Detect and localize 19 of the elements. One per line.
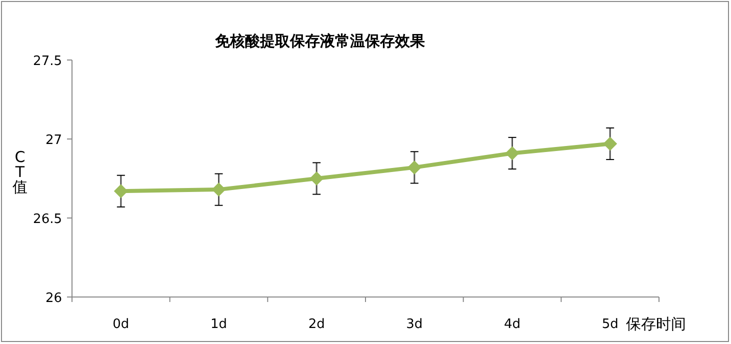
y-tick-label: 27 — [45, 133, 62, 148]
x-tick-label: 1d — [210, 317, 228, 332]
point — [407, 160, 422, 174]
y-tick-label: 26.5 — [33, 212, 62, 227]
chart-title: 免核酸提取保存液常温保存效果 — [214, 32, 426, 50]
x-tick-label: 0d — [112, 317, 130, 332]
point — [603, 136, 618, 151]
x-tick-label: 4d — [504, 317, 521, 332]
x-axis-title: 保存时间 — [626, 315, 686, 333]
y-tick-label: 27.5 — [33, 54, 62, 69]
y-axis-title: CT值 — [12, 148, 28, 196]
point — [505, 146, 520, 160]
point — [114, 184, 128, 198]
x-tick-label: 5d — [602, 317, 618, 332]
x-tick-label: 3d — [406, 317, 423, 332]
point — [212, 182, 226, 197]
point — [310, 172, 324, 186]
x-tick-label: 2d — [308, 317, 325, 332]
y-tick-label: 26 — [45, 291, 62, 306]
